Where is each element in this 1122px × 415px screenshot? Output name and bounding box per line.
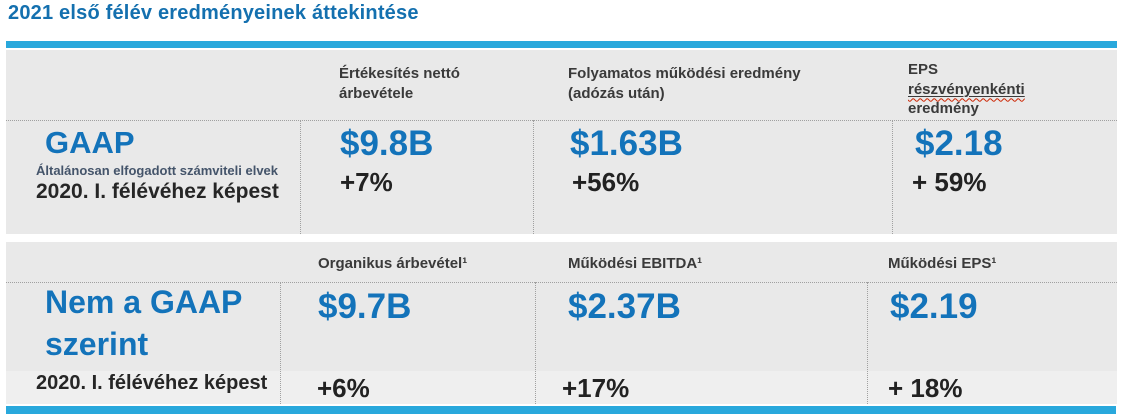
non-gaap-divider-3 [867,282,868,404]
top-accent-bar [6,41,1117,48]
non-gaap-eps-change: + 18% [888,373,963,403]
gaap-divider-2 [533,120,534,234]
gaap-operating-income-header: Folyamatos működési eredmény (adózás utá… [568,65,801,102]
bottom-accent-bar [6,406,1116,414]
non-gaap-ebitda-header: Működési EBITDA¹ [568,255,703,272]
non-gaap-organic-revenue-change: +6% [317,373,370,403]
gaap-eps-header: EPS részvényenkénti eredmény [908,60,1088,119]
non-gaap-row-label: Nem a GAAP szerint 2020. I. félévéhez ké… [36,282,267,395]
gaap-eps-header-misspelled-word: részvényenkénti [908,80,1025,98]
gaap-operating-income-change: +56% [572,167,640,197]
non-gaap-divider-1 [280,282,281,404]
gaap-divider-1 [300,120,301,234]
non-gaap-panel: Organikus árbevétel¹ Működési EBITDA¹ Mű… [6,242,1117,404]
gaap-eps-header-line1: EPS [908,61,939,78]
gaap-eps-change: + 59% [912,167,987,197]
gaap-header-divider [6,120,1117,121]
page-title: 2021 első félév eredményeinek áttekintés… [8,2,419,24]
gaap-row-label-main: GAAP [45,125,135,160]
gaap-net-revenue-change: +7% [340,167,393,197]
non-gaap-ebitda-change: +17% [562,373,630,403]
gaap-row-label-compare: 2020. I. félévéhez képest [36,180,279,204]
gaap-divider-3 [892,120,893,234]
gaap-net-revenue-header: Értékesítés nettó árbevétele [339,65,460,102]
non-gaap-organic-revenue-value: $9.7B [318,287,412,326]
non-gaap-header-divider [6,282,1117,283]
gaap-row-label: GAAP Általánosan elfogadott számviteli e… [36,125,279,205]
non-gaap-change-row-band [6,371,1117,404]
gaap-eps-header-line3: eredmény [908,100,979,117]
gaap-row-label-sub: Általánosan elfogadott számviteli elvek [36,163,279,179]
non-gaap-organic-revenue-header: Organikus árbevétel¹ [318,255,468,272]
non-gaap-row-label-line2: szerint [45,325,149,362]
non-gaap-eps-value: $2.19 [890,287,978,326]
non-gaap-ebitda-value: $2.37B [568,287,681,326]
non-gaap-row-label-compare: 2020. I. félévéhez képest [36,372,268,395]
gaap-net-revenue-value: $9.8B [340,124,434,163]
non-gaap-row-label-line1: Nem a GAAP [45,284,243,320]
gaap-operating-income-value: $1.63B [570,124,683,163]
gaap-panel: Értékesítés nettó árbevétele Folyamatos … [6,50,1117,234]
gaap-eps-value: $2.18 [915,124,1003,163]
non-gaap-divider-2 [535,282,536,404]
non-gaap-eps-header: Működési EPS¹ [888,255,997,272]
